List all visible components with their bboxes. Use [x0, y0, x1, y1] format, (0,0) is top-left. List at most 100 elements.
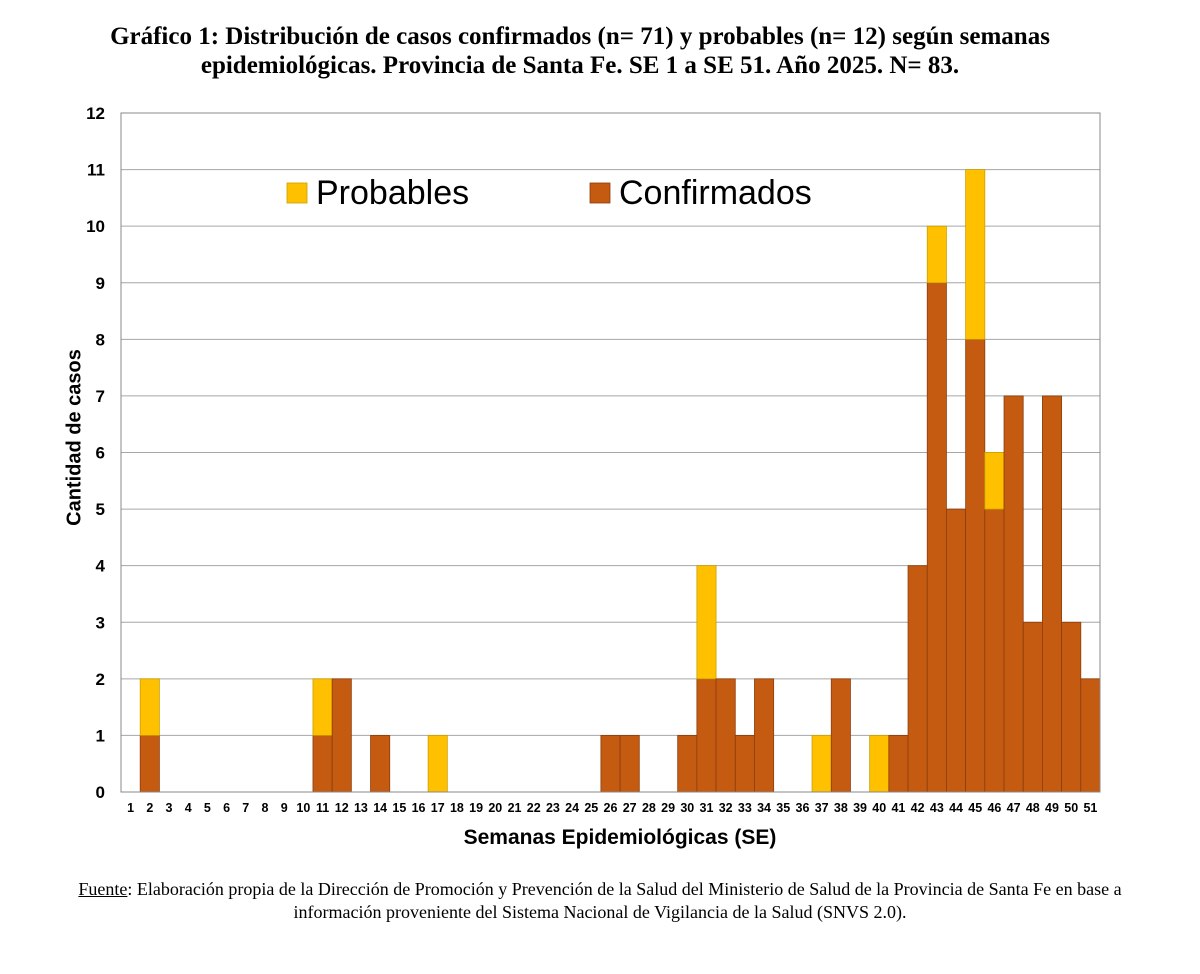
bar-confirmados-se-27	[619, 735, 640, 793]
y-tick-label: 10	[86, 217, 105, 236]
x-tick-label: 42	[911, 801, 925, 815]
bar-probables-se-40	[869, 735, 890, 793]
plot-frame	[120, 112, 1101, 793]
bar-probables-se-46	[984, 452, 1005, 510]
x-tick-label: 9	[281, 801, 288, 815]
y-tick-label: 9	[96, 274, 105, 293]
x-tick-label: 1	[127, 801, 134, 815]
x-tick-label: 11	[316, 801, 329, 815]
x-tick-label: 33	[738, 801, 752, 815]
x-tick-label: 2	[146, 801, 153, 815]
legend-swatch-confirmados	[589, 182, 611, 204]
y-tick-label: 3	[96, 613, 105, 632]
y-tick-label: 6	[96, 444, 105, 463]
x-tick-label: 10	[296, 801, 310, 815]
x-tick-label: 31	[700, 801, 714, 815]
bar-confirmados-se-31	[696, 678, 717, 793]
bar-confirmados-se-33	[734, 735, 755, 793]
x-tick-label: 32	[719, 801, 733, 815]
x-tick-label: 19	[469, 801, 483, 815]
bar-confirmados-se-50	[1061, 621, 1082, 793]
y-tick-label: 11	[87, 161, 105, 180]
x-tick-label: 46	[987, 801, 1001, 815]
x-tick-label: 15	[392, 801, 406, 815]
bar-confirmados-se-51	[1080, 678, 1101, 793]
bar-confirmados-se-48	[1022, 621, 1043, 793]
x-tick-label: 18	[450, 801, 464, 815]
x-tick-label: 24	[565, 801, 579, 815]
source-label: Fuente	[78, 879, 128, 899]
bar-probables-se-37	[811, 735, 832, 793]
y-tick-label: 8	[96, 330, 105, 349]
bar-confirmados-se-30	[677, 735, 698, 793]
x-tick-label: 12	[335, 801, 349, 815]
x-tick-label: 6	[223, 801, 230, 815]
x-tick-label: 40	[872, 801, 886, 815]
bar-confirmados-se-46	[984, 508, 1005, 793]
x-tick-label: 37	[815, 801, 829, 815]
y-tick-label: 4	[96, 557, 106, 576]
bar-confirmados-se-47	[1003, 395, 1024, 793]
x-tick-label: 41	[891, 801, 905, 815]
bar-confirmados-se-42	[907, 565, 928, 793]
y-tick-label: 12	[86, 104, 105, 123]
x-tick-label: 13	[354, 801, 368, 815]
bar-probables-se-31	[696, 565, 717, 680]
x-tick-label: 38	[834, 801, 848, 815]
y-tick-label: 0	[96, 783, 105, 802]
x-tick-label: 43	[930, 801, 944, 815]
bar-probables-se-43	[926, 225, 947, 284]
chart-title: Gráfico 1: Distribución de casos confirm…	[0, 22, 1160, 80]
x-tick-label: 14	[373, 801, 387, 815]
bar-confirmados-se-43	[926, 282, 947, 793]
x-axis-label: Semanas Epidemiológicas (SE)	[463, 826, 777, 849]
bar-probables-se-2	[139, 678, 160, 736]
x-tick-label: 20	[488, 801, 502, 815]
x-tick-label: 28	[642, 801, 656, 815]
bars	[139, 169, 1101, 793]
x-tick-label: 47	[1007, 801, 1021, 815]
bar-confirmados-se-34	[754, 678, 775, 793]
x-tick-label: 39	[853, 801, 867, 815]
x-tick-label: 34	[757, 801, 771, 815]
x-tick-label: 35	[776, 801, 790, 815]
chart-title-line-2: epidemiológicas. Provincia de Santa Fe. …	[200, 52, 960, 79]
bar-probables-se-11	[312, 678, 333, 736]
chart-title-line-1: Gráfico 1: Distribución de casos confirm…	[110, 23, 1050, 50]
x-tick-label: 44	[949, 801, 963, 815]
bar-confirmados-se-41	[888, 735, 909, 793]
y-tick-label: 1	[96, 726, 105, 745]
legend-label-confirmados: Confirmados	[619, 174, 812, 212]
bar-confirmados-se-44	[946, 508, 967, 793]
x-tick-labels: 1 2 3 4 5 6 7 8 9 10 11 12 13 14 15 16 17 18 19 20 21 22 23 24 2…	[127, 801, 1097, 815]
x-tick-label: 8	[261, 801, 268, 815]
x-tick-label: 16	[412, 801, 426, 815]
bar-confirmados-se-14	[370, 735, 391, 793]
bar-confirmados-se-2	[139, 735, 160, 793]
bar-probables-se-17	[427, 735, 448, 793]
x-tick-label: 17	[431, 801, 445, 815]
x-tick-label: 21	[508, 801, 522, 815]
bar-probables-se-45	[965, 169, 986, 340]
y-tick-label: 5	[96, 500, 105, 519]
legend: Probables Confirmados	[286, 174, 812, 212]
bar-confirmados-se-49	[1042, 395, 1063, 793]
x-tick-label: 22	[527, 801, 541, 815]
bar-confirmados-se-32	[715, 678, 736, 793]
source-note: Fuente: Elaboración propia de la Direcci…	[40, 878, 1160, 924]
x-tick-label: 36	[796, 801, 810, 815]
bar-confirmados-se-26	[600, 735, 621, 793]
x-tick-label: 51	[1083, 801, 1097, 815]
x-tick-label: 30	[680, 801, 694, 815]
x-tick-label: 48	[1026, 801, 1040, 815]
x-tick-label: 50	[1064, 801, 1078, 815]
bar-confirmados-se-11	[312, 735, 333, 793]
bar-confirmados-se-38	[830, 678, 851, 793]
bar-confirmados-se-12	[331, 678, 352, 793]
legend-label-probables: Probables	[316, 174, 469, 212]
x-tick-label: 25	[584, 801, 598, 815]
x-tick-label: 45	[968, 801, 982, 815]
x-tick-label: 29	[661, 801, 675, 815]
